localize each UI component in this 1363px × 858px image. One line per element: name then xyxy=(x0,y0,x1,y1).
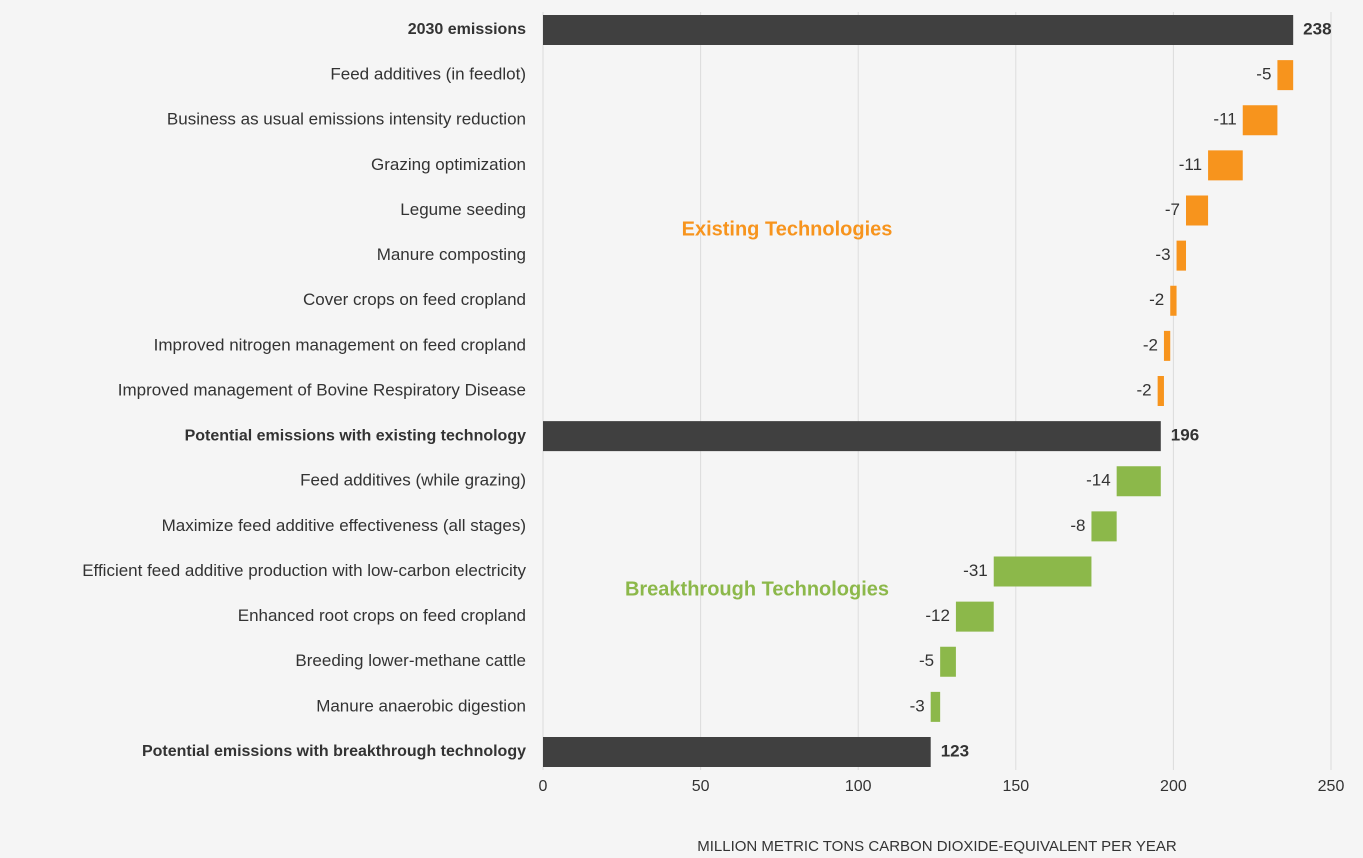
category-label: Breeding lower-methane cattle xyxy=(295,651,526,670)
value-label: 238 xyxy=(1303,19,1331,38)
bar xyxy=(1186,195,1209,226)
value-label: -14 xyxy=(1086,471,1111,490)
x-axis-title: MILLION METRIC TONS CARBON DIOXIDE-EQUIV… xyxy=(697,838,1177,855)
value-label: -3 xyxy=(910,696,925,715)
value-label: -12 xyxy=(925,606,950,625)
category-label: Maximize feed additive effectiveness (al… xyxy=(162,516,526,535)
category-label: Manure anaerobic digestion xyxy=(316,696,526,715)
category-label: Grazing optimization xyxy=(371,155,526,174)
category-label: Improved management of Bovine Respirator… xyxy=(118,380,526,399)
bar xyxy=(1091,511,1117,542)
bar xyxy=(940,646,956,677)
value-label: -11 xyxy=(1179,155,1202,174)
category-label: Business as usual emissions intensity re… xyxy=(167,110,526,129)
bar xyxy=(543,15,1294,45)
value-label: -5 xyxy=(919,651,934,670)
value-label: -3 xyxy=(1155,245,1170,264)
value-label: -2 xyxy=(1137,380,1152,399)
category-label: Efficient feed additive production with … xyxy=(82,561,526,580)
annotation: Existing Technologies xyxy=(682,218,893,240)
bar xyxy=(1163,330,1171,361)
x-tick-label: 50 xyxy=(692,778,710,795)
bar xyxy=(1242,105,1278,136)
value-label: -7 xyxy=(1165,200,1180,219)
bar xyxy=(1176,240,1187,271)
category-label: Potential emissions with breakthrough te… xyxy=(142,743,526,760)
value-label: -5 xyxy=(1256,65,1271,84)
category-label: Legume seeding xyxy=(400,200,526,219)
x-tick-label: 100 xyxy=(845,778,872,795)
bar xyxy=(955,601,994,632)
annotation: Breakthrough Technologies xyxy=(625,578,889,600)
bar xyxy=(1277,60,1294,91)
bar xyxy=(1208,150,1243,181)
bar xyxy=(930,691,941,722)
x-tick-label: 250 xyxy=(1318,778,1345,795)
value-label: -2 xyxy=(1149,290,1164,309)
bar xyxy=(1157,376,1164,406)
bar xyxy=(543,737,931,767)
value-label: -2 xyxy=(1143,335,1158,354)
x-tick-label: 200 xyxy=(1160,778,1187,795)
category-label: Feed additives (in feedlot) xyxy=(330,65,526,84)
bar xyxy=(1170,285,1177,316)
bar xyxy=(993,556,1092,587)
x-tick-label: 150 xyxy=(1002,778,1029,795)
category-label: 2030 emissions xyxy=(408,21,526,38)
category-label: Cover crops on feed cropland xyxy=(303,290,526,309)
value-label: 123 xyxy=(941,741,969,760)
bar xyxy=(1116,466,1161,497)
value-label: 196 xyxy=(1171,426,1199,445)
x-tick-label: 0 xyxy=(539,778,548,795)
bar xyxy=(543,421,1161,452)
category-label: Manure composting xyxy=(377,245,526,264)
category-label: Improved nitrogen management on feed cro… xyxy=(154,335,526,354)
value-label: -11 xyxy=(1213,110,1236,129)
category-label: Potential emissions with existing techno… xyxy=(185,427,526,444)
value-label: -31 xyxy=(963,561,988,580)
category-label: Feed additives (while grazing) xyxy=(300,471,526,490)
category-label: Enhanced root crops on feed cropland xyxy=(238,606,526,625)
value-label: -8 xyxy=(1070,516,1085,535)
